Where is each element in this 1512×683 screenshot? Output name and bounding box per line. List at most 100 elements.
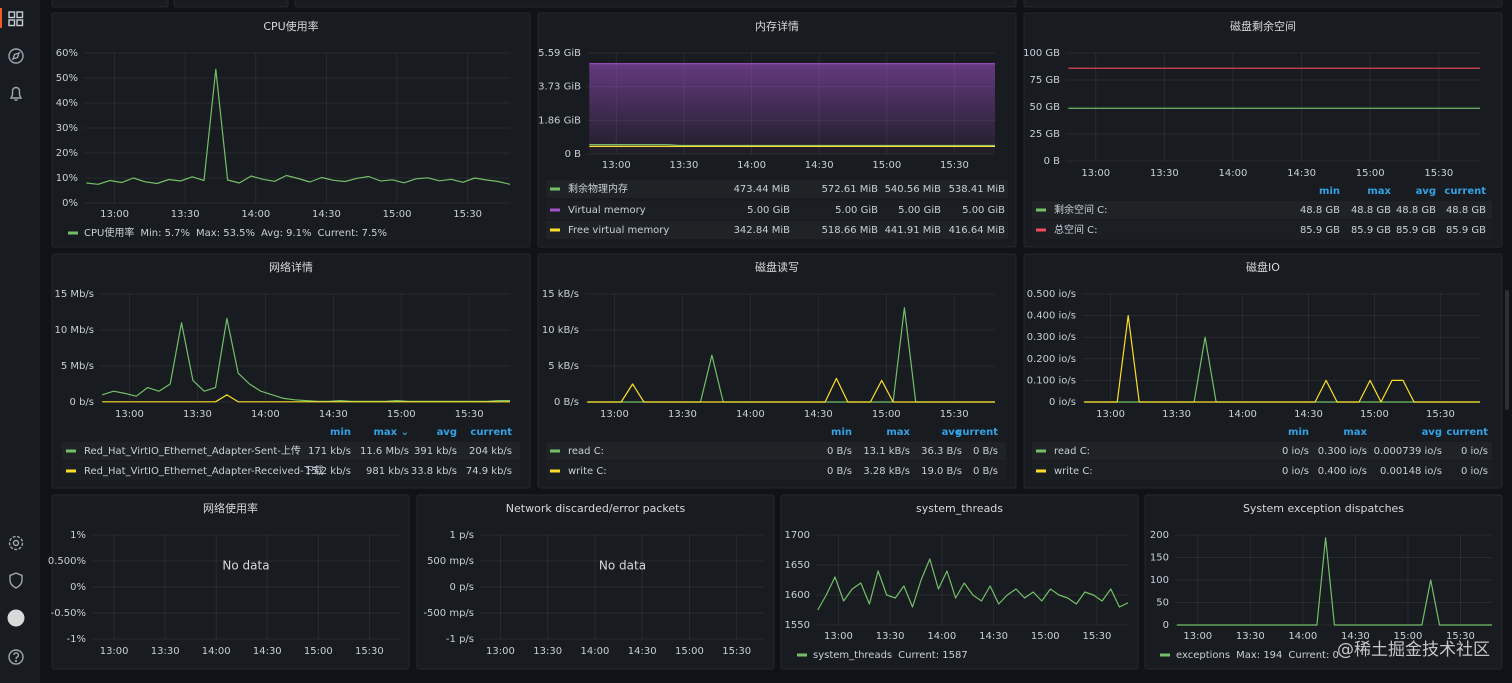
legend-stat: 85.9 GB (1446, 225, 1486, 236)
y-tick-label: 50 GB (1029, 102, 1060, 113)
y-tick-label: 0 p/s (450, 582, 474, 593)
legend-header: current (1444, 186, 1486, 197)
legend-header: max (1367, 186, 1391, 197)
legend-name: 剩余物理内存 (568, 182, 628, 195)
x-tick-label: 13:30 (183, 409, 212, 420)
legend-stat: 518.66 MiB (822, 225, 879, 236)
x-tick-label: 13:30 (533, 646, 562, 657)
x-tick-label: 13:30 (668, 409, 697, 420)
x-tick-label: 15:30 (1424, 168, 1453, 179)
nav-explore[interactable] (8, 48, 24, 64)
nav-help[interactable] (8, 649, 24, 665)
y-tick-label: 0 B/s (554, 397, 579, 408)
nav-alerting[interactable] (9, 86, 23, 101)
x-tick-label: 15:00 (872, 409, 901, 420)
legend-stat: 572.61 MiB (822, 184, 879, 195)
legend-stat: 15.2 kb/s (305, 466, 351, 477)
active-indicator (0, 8, 2, 28)
x-tick-label: 14:30 (1341, 631, 1370, 642)
legend-name: Virtual memory (568, 205, 646, 216)
y-tick-label: 40% (56, 98, 78, 109)
y-tick-label: 100 (1150, 575, 1169, 586)
legend-name: CPU使用率 (84, 226, 134, 239)
legend-header: min (1319, 186, 1340, 197)
panel-frame (51, 12, 531, 248)
legend-stat: 0 B/s (973, 466, 998, 477)
legend-stat: 19.0 B/s (921, 466, 962, 477)
x-tick-label: 15:30 (1426, 409, 1455, 420)
y-tick-label: 100 GB (1023, 48, 1060, 59)
x-tick-label: 14:00 (241, 209, 270, 220)
x-tick-label: 14:00 (1219, 168, 1248, 179)
y-tick-label: 1700 (785, 530, 810, 541)
x-tick-label: 15:00 (872, 160, 901, 171)
series-line (1084, 315, 1480, 403)
nav-admin[interactable] (9, 572, 23, 589)
legend-stat: 13.1 kB/s (863, 446, 910, 457)
panel-title: 网络详情 (269, 260, 313, 274)
y-tick-label: 3.73 GiB (538, 82, 581, 93)
user-avatar[interactable] (7, 609, 25, 627)
y-tick-label: 5.59 GiB (538, 48, 581, 59)
legend-stat: 0 io/s (1461, 446, 1488, 457)
panel-frame (51, 253, 531, 489)
panel: CPU使用率 0% 10% 20% 30% 40% 50% 60% 13:00 13:30 14:0… (51, 12, 531, 248)
panel-title: 内存详情 (755, 19, 799, 33)
legend-stat: 342.84 MiB (734, 225, 791, 236)
legend-stat: 85.9 GB (1351, 225, 1391, 236)
panel-title: 磁盘IO (1246, 260, 1280, 274)
x-tick-label: 14:00 (581, 646, 610, 657)
y-tick-label: 0 io/s (1049, 397, 1076, 408)
legend-header: current (956, 427, 998, 438)
legend-swatch (797, 653, 807, 657)
legend-stat: 0.400 io/s (1318, 466, 1367, 477)
legend-header: min (1288, 427, 1309, 438)
y-tick-label: 10% (56, 173, 78, 184)
legend-name: read C: (1054, 446, 1090, 457)
legend-stat: 0.00148 io/s (1380, 466, 1442, 477)
y-tick-label: -1 p/s (446, 634, 474, 645)
nav-dashboards[interactable] (8, 11, 24, 27)
legend-swatch (1036, 208, 1046, 212)
x-tick-label: 14:00 (1228, 409, 1257, 420)
x-tick-label: 14:30 (1294, 409, 1323, 420)
panel: 磁盘剩余空间 0 B 25 GB 50 GB 75 GB 100 GB 13:00 13:30… (1023, 12, 1503, 248)
y-tick-label: 5 kB/s (548, 361, 579, 372)
y-tick-label: 1600 (785, 590, 810, 601)
panel: Network discarded/error packets 1 p/s 500 … (416, 494, 775, 670)
legend-stat: Current: 0 (1288, 650, 1338, 661)
legend-stat: 538.41 MiB (949, 184, 1006, 195)
sidebar (0, 0, 40, 683)
y-tick-label: 50 (1156, 598, 1169, 609)
x-tick-label: 14:30 (979, 631, 1008, 642)
legend-swatch (1036, 228, 1046, 232)
x-tick-label: 13:00 (1183, 631, 1212, 642)
legend-stat: 48.8 GB (1396, 205, 1436, 216)
legend-header: current (1446, 427, 1488, 438)
x-tick-label: 14:00 (1288, 631, 1317, 642)
y-tick-label: 0.500% (48, 556, 86, 567)
legend-swatch (66, 469, 76, 473)
x-tick-label: 15:30 (1446, 631, 1475, 642)
nav-settings[interactable] (8, 535, 24, 551)
legend-header: avg (437, 427, 457, 438)
series-line (587, 377, 995, 403)
legend-stat: 473.44 MiB (734, 184, 791, 195)
x-tick-label: 14:30 (805, 160, 834, 171)
legend-stat: 33.8 kb/s (411, 466, 457, 477)
panel-frame (537, 253, 1017, 489)
legend-stat: Min: 5.7% (140, 228, 190, 239)
x-tick-label: 15:30 (455, 409, 484, 420)
series-line (817, 558, 1129, 611)
legend-stat: 981 kb/s (366, 466, 409, 477)
y-tick-label: 5 Mb/s (61, 361, 94, 372)
legend-header: max (886, 427, 910, 438)
legend-stat: 0.300 io/s (1318, 446, 1367, 457)
y-tick-label: 10 Mb/s (55, 325, 94, 336)
legend-swatch (550, 187, 560, 191)
legend-name: read C: (568, 446, 604, 457)
legend-stat: 48.8 GB (1300, 205, 1340, 216)
y-tick-label: 0.300 io/s (1027, 332, 1076, 343)
legend-swatch (66, 449, 76, 453)
